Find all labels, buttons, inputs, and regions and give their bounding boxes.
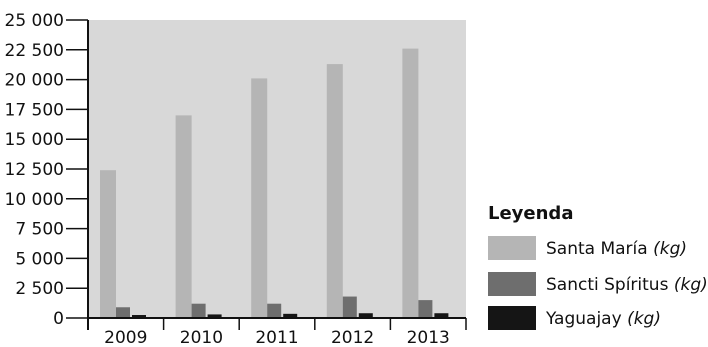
bar-santa-maria-2010	[175, 115, 192, 318]
x-tick-label: 2011	[255, 328, 298, 347]
axes-group: 0 2 500 5 000 7 500 10 000 12 500 15 000 17 500…	[5, 11, 467, 347]
bar-santa-maria-2013	[402, 48, 419, 318]
bar-yaguajay-2011	[283, 313, 298, 318]
legend-title: Leyenda	[488, 203, 573, 224]
bar-sancti-spiritus-2010	[191, 303, 206, 318]
y-tick-label: 2 500	[15, 279, 64, 299]
legend-series-unit: (kg)	[627, 309, 661, 329]
bar-yaguajay-2012	[358, 313, 373, 318]
legend-swatch-sancti-spiritus	[488, 272, 536, 296]
bar-sancti-spiritus-2012	[342, 296, 357, 318]
legend-series-unit: (kg)	[653, 239, 687, 259]
x-tick-label: 2012	[331, 328, 374, 347]
bar-sancti-spiritus-2013	[418, 300, 433, 318]
y-tick-label: 12 500	[5, 160, 64, 180]
legend-swatch-santa-maria	[488, 236, 536, 260]
y-tick-label: 5 000	[15, 249, 64, 269]
y-tick-label: 22 500	[5, 41, 64, 61]
bar-yaguajay-2010	[207, 314, 222, 318]
legend-items: Santa María (kg)Sancti Spíritus (kg)Yagu…	[488, 236, 708, 330]
legend-swatch-yaguajay	[488, 306, 536, 330]
y-tick-label: 7 500	[15, 220, 64, 240]
y-tick-label: 17 500	[5, 100, 64, 120]
x-tick-label: 2013	[407, 328, 450, 347]
bar-sancti-spiritus-2009	[116, 307, 130, 318]
legend-series-name: Yaguajay	[545, 309, 627, 329]
y-tick-label: 20 000	[5, 71, 64, 91]
legend-label-yaguajay: Yaguajay (kg)	[545, 309, 661, 329]
bars-group	[100, 48, 449, 319]
y-tick-label: 10 000	[5, 190, 64, 210]
x-tick-label: 2010	[180, 328, 223, 347]
legend-series-unit: (kg)	[674, 275, 708, 295]
legend-label-santa-maria: Santa María (kg)	[546, 239, 687, 259]
bar-santa-maria-2012	[326, 64, 343, 318]
x-tick-label: 2009	[104, 328, 147, 347]
bar-santa-maria-2011	[251, 78, 268, 319]
legend-series-name: Sancti Spíritus	[546, 275, 674, 295]
legend: Leyenda Santa María (kg)Sancti Spíritus …	[488, 203, 708, 330]
legend-label-sancti-spiritus: Sancti Spíritus (kg)	[546, 275, 708, 295]
legend-series-name: Santa María	[546, 239, 653, 259]
bar-yaguajay-2009	[132, 315, 146, 318]
y-tick-label: 0	[53, 309, 64, 329]
bar-santa-maria-2009	[100, 170, 116, 318]
bar-sancti-spiritus-2011	[267, 303, 282, 318]
bar-yaguajay-2013	[434, 313, 449, 318]
y-tick-label: 25 000	[5, 11, 64, 31]
y-tick-label: 15 000	[5, 130, 64, 150]
